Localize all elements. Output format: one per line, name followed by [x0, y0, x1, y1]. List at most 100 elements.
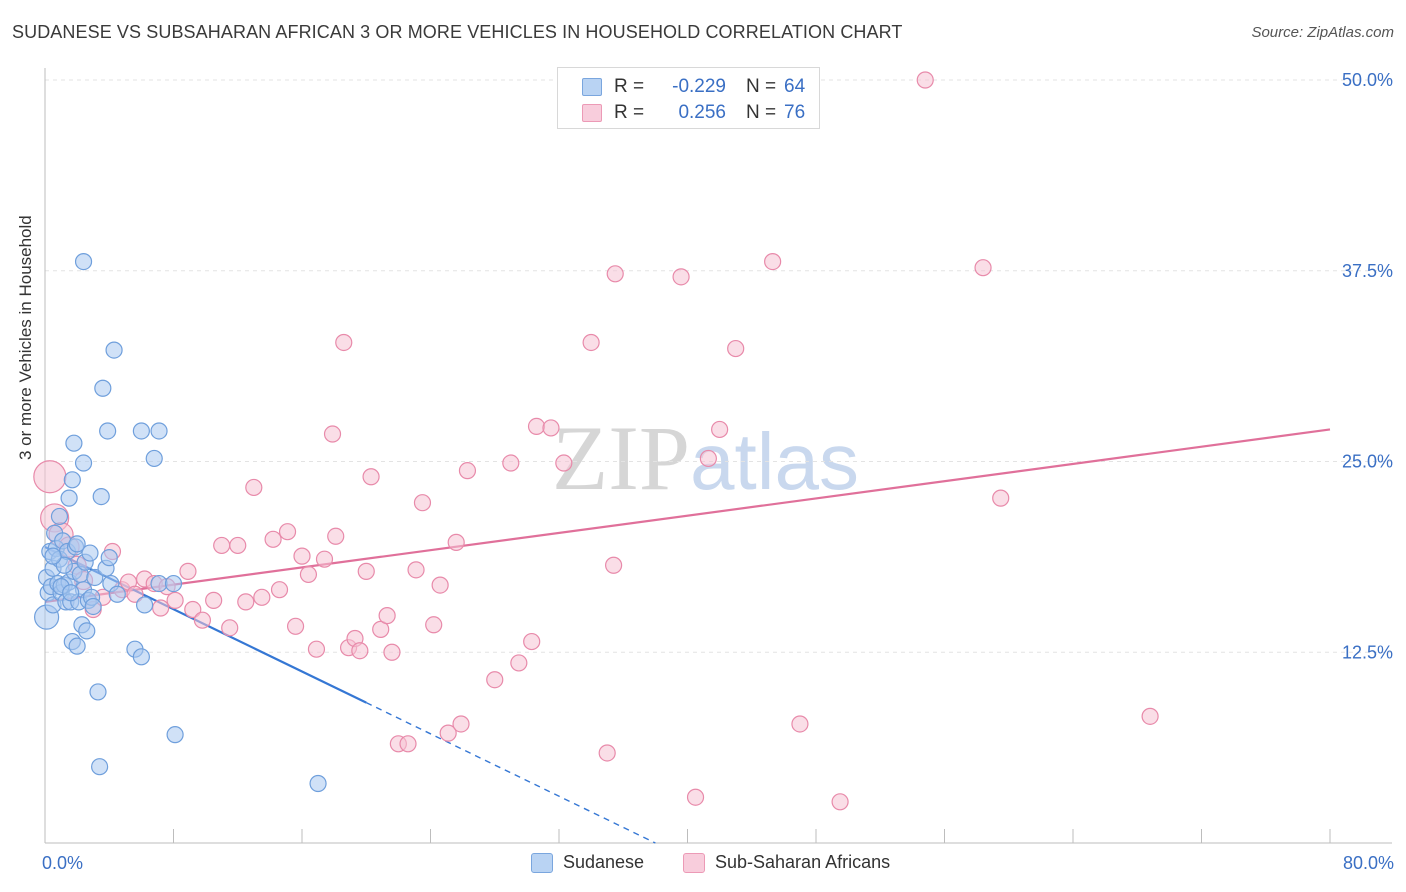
point-sudanese [55, 556, 73, 574]
point-sudanese [132, 648, 150, 666]
point-subsaharan [286, 617, 305, 635]
point-subsaharan [152, 599, 170, 617]
point-subsaharan [606, 265, 624, 283]
point-sudanese [89, 683, 107, 701]
point-sudanese [60, 489, 78, 507]
point-subsaharan [323, 425, 342, 443]
legend-r-value: -0.229 [672, 76, 726, 97]
point-subsaharan [245, 478, 263, 497]
legend-n-label: N = [746, 102, 777, 123]
point-subsaharan [253, 588, 271, 606]
point-subsaharan [1141, 707, 1159, 725]
point-subsaharan [179, 562, 197, 580]
point-subsaharan [425, 616, 443, 634]
source-label: Source: ZipAtlas.com [1251, 24, 1394, 41]
point-subsaharan [699, 449, 717, 468]
point-sudanese [78, 622, 96, 640]
legend-r-label: R = [614, 76, 645, 97]
point-subsaharan [205, 591, 223, 609]
point-subsaharan [270, 581, 289, 599]
point-sudanese [150, 574, 168, 593]
point-subsaharan [193, 611, 212, 629]
series-sudanese-points [34, 252, 327, 793]
legend-r-label: R = [614, 102, 645, 123]
point-sudanese [44, 547, 62, 565]
point-subsaharan [510, 654, 528, 672]
point-subsaharan [916, 71, 934, 89]
point-sudanese [164, 574, 183, 593]
point-subsaharan [351, 642, 369, 660]
point-subsaharan [974, 259, 992, 277]
point-sudanese [145, 449, 163, 468]
point-subsaharan [486, 671, 504, 689]
point-subsaharan [555, 454, 573, 472]
point-sudanese [50, 507, 69, 526]
point-subsaharan [299, 565, 318, 584]
legend-swatch-blue [531, 852, 553, 873]
point-sudanese [105, 341, 123, 359]
legend-label: Sub-Saharan Africans [715, 852, 891, 872]
point-subsaharan [335, 333, 353, 352]
point-subsaharan [431, 576, 449, 594]
legend-item-sudanese[interactable]: Sudanese [531, 852, 644, 873]
point-subsaharan [542, 419, 560, 437]
x-tick-label-max: 80.0% [1342, 853, 1394, 873]
legend-row-sudanese: R = -0.229 N = 64 [582, 75, 805, 99]
legend-swatch-blue [582, 78, 602, 96]
point-sudanese [63, 471, 81, 489]
point-subsaharan [327, 527, 345, 545]
point-sudanese [92, 487, 110, 506]
point-subsaharan [458, 462, 477, 480]
point-subsaharan [383, 643, 401, 661]
point-subsaharan [357, 562, 375, 580]
point-subsaharan [439, 724, 457, 742]
point-subsaharan [33, 460, 67, 494]
point-sudanese [99, 422, 117, 440]
point-subsaharan [831, 793, 849, 811]
trend-line-subsaharan [44, 428, 1331, 603]
point-subsaharan [413, 494, 432, 512]
axes [44, 68, 1392, 844]
y-tick-labels: 12.5% 25.0% 37.5% 50.0% [1342, 70, 1393, 662]
point-sudanese [132, 422, 150, 440]
point-sudanese [94, 379, 112, 397]
gridlines [45, 79, 1392, 653]
legend-row-subsaharan: R = 0.256 N = 76 [582, 101, 805, 125]
point-subsaharan [229, 536, 247, 555]
point-subsaharan [126, 585, 144, 603]
legend-r-value: 0.256 [678, 102, 726, 123]
series-subsaharan-points [33, 71, 1159, 811]
point-sudanese [81, 544, 99, 562]
point-subsaharan [362, 468, 380, 486]
point-subsaharan [264, 530, 282, 548]
point-sudanese [62, 584, 80, 602]
point-subsaharan [452, 715, 470, 733]
point-sudanese [74, 252, 93, 271]
point-subsaharan [527, 417, 546, 436]
legend-swatch-pink [683, 852, 705, 873]
point-subsaharan [407, 561, 425, 579]
point-subsaharan [213, 536, 231, 555]
point-subsaharan [598, 744, 616, 762]
point-sudanese [91, 758, 109, 776]
legend-item-subsaharan[interactable]: Sub-Saharan Africans [683, 852, 890, 873]
point-subsaharan [502, 454, 520, 472]
point-subsaharan [605, 556, 623, 574]
point-subsaharan [686, 788, 705, 806]
point-subsaharan [166, 591, 184, 609]
point-sudanese [135, 596, 154, 614]
point-subsaharan [711, 420, 729, 439]
y-tick-label: 25.0% [1342, 452, 1393, 472]
point-subsaharan [399, 735, 417, 753]
point-subsaharan [672, 268, 690, 286]
point-sudanese [68, 535, 86, 553]
point-subsaharan [372, 620, 390, 638]
legend-n-value: 76 [784, 102, 806, 123]
point-sudanese [166, 726, 184, 744]
point-subsaharan [237, 593, 255, 611]
point-subsaharan [727, 339, 745, 358]
point-sudanese [65, 434, 83, 452]
point-sudanese [84, 597, 102, 616]
point-subsaharan [278, 523, 297, 541]
